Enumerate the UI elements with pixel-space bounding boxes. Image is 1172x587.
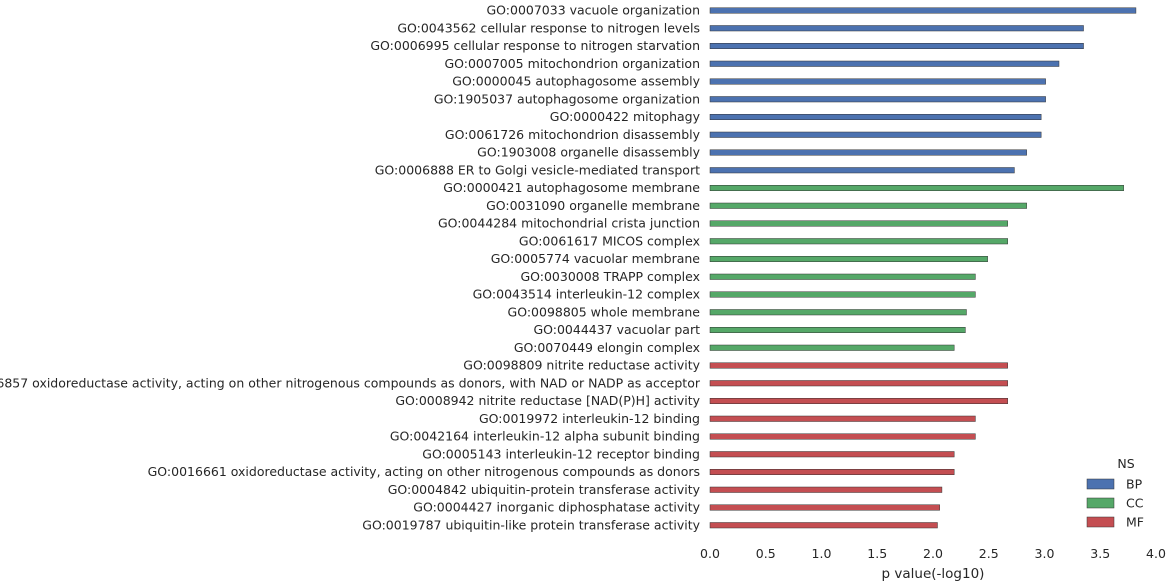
bar-mf — [709, 486, 943, 493]
category-labels: GO:0007033 vacuole organization GO:004356… — [0, 3, 701, 533]
x-tick-label: 0.0 — [700, 546, 720, 561]
bar-bp — [709, 114, 1042, 120]
legend-title: NS — [1117, 456, 1134, 471]
bar-bp — [709, 78, 1046, 85]
category-label: GO:0005774 vacuolar membrane — [491, 251, 701, 266]
category-label: GO:0006888 ER to Golgi vesicle-mediated … — [375, 162, 700, 177]
x-tick-label: 4.0 — [1146, 546, 1166, 561]
bar-cc — [709, 238, 1008, 245]
bar-cc — [709, 291, 976, 298]
bar-mf — [709, 451, 955, 458]
category-label: GO:1903008 organelle disassembly — [477, 145, 700, 160]
x-axis-ticks: 0.0 0.5 1.0 1.5 2.0 2.5 3.0 3.5 4.0 — [700, 546, 1166, 561]
bar-mf — [709, 433, 976, 440]
category-label: GO:0007005 mitochondrion organization — [444, 56, 700, 71]
x-tick-label: 1.0 — [812, 546, 832, 561]
bar-bp — [709, 96, 1046, 103]
x-tick-label: 2.5 — [979, 546, 999, 561]
bar-mf — [709, 522, 938, 529]
legend-label-cc: CC — [1126, 496, 1144, 511]
category-label: GO:0005143 interleukin-12 receptor bindi… — [422, 446, 700, 461]
category-label: GO:0043562 cellular response to nitrogen… — [397, 20, 700, 35]
bar-mf — [709, 362, 1008, 369]
category-label: GO:0043514 interleukin-12 complex — [473, 287, 700, 302]
legend-swatch-mf — [1086, 516, 1115, 528]
category-label: GO:0042164 interleukin-12 alpha subunit … — [390, 429, 700, 444]
bar-mf — [709, 398, 1008, 404]
category-label: GO:0098809 nitrite reductase activity — [463, 358, 700, 373]
category-label: GO:0031090 organelle membrane — [486, 198, 700, 213]
category-label: GO:0046857 oxidoreductase activity, acti… — [0, 375, 701, 390]
category-label: GO:0030008 TRAPP complex — [520, 269, 700, 284]
x-tick-label: 0.5 — [756, 546, 776, 561]
bars-layer — [709, 7, 1137, 529]
bar-cc — [709, 309, 967, 316]
category-label: GO:1905037 autophagosome organization — [434, 91, 700, 106]
category-label: GO:0019972 interleukin-12 binding — [479, 411, 700, 426]
x-tick-label: 1.5 — [867, 546, 887, 561]
category-label: GO:0000422 mitophagy — [550, 109, 701, 124]
category-label: GO:0044284 mitochondrial crista junction — [438, 216, 700, 231]
category-label: GO:0070449 elongin complex — [514, 340, 700, 355]
bar-bp — [709, 43, 1084, 49]
category-label: GO:0004842 ubiquitin-protein transferase… — [388, 482, 701, 497]
bar-cc — [709, 202, 1027, 209]
legend-label-mf: MF — [1126, 515, 1144, 530]
legend-swatch-cc — [1086, 497, 1115, 509]
category-label: GO:0008942 nitrite reductase [NAD(P)H] a… — [395, 393, 700, 408]
category-label: GO:0044437 vacuolar part — [533, 322, 700, 337]
category-label: GO:0000421 autophagosome membrane — [443, 180, 700, 195]
bar-cc — [709, 327, 966, 333]
legend-entries: BP CC MF — [1086, 477, 1144, 530]
bar-bp — [709, 131, 1042, 138]
x-tick-label: 3.0 — [1035, 546, 1055, 561]
legend-label-bp: BP — [1126, 477, 1143, 492]
bar-cc — [709, 273, 976, 280]
bar-cc — [709, 185, 1124, 191]
bar-bp — [709, 7, 1137, 14]
category-label: GO:0061617 MICOS complex — [519, 233, 700, 248]
category-label: GO:0000045 autophagosome assembly — [452, 74, 700, 89]
category-label: GO:0016661 oxidoreductase activity, acti… — [148, 464, 700, 479]
bar-bp — [709, 149, 1027, 156]
category-label: GO:0006995 cellular response to nitrogen… — [370, 38, 700, 53]
category-label: GO:0098805 whole membrane — [508, 304, 701, 319]
category-label: GO:0019787 ubiquitin-like protein transf… — [362, 517, 700, 532]
bar-cc — [709, 220, 1008, 227]
x-tick-label: 3.5 — [1090, 546, 1110, 561]
x-axis-title: p value(-log10) — [882, 566, 985, 582]
legend: NS BP CC MF — [1086, 456, 1144, 530]
bar-mf — [709, 415, 976, 422]
bar-mf — [709, 504, 940, 511]
bar-cc — [709, 256, 988, 262]
x-tick-label: 2.0 — [923, 546, 943, 561]
bar-mf — [709, 469, 955, 475]
category-label: GO:0061726 mitochondrion disassembly — [445, 127, 701, 142]
bar-cc — [709, 344, 955, 351]
bar-bp — [709, 25, 1084, 32]
bar-mf — [709, 380, 1008, 387]
legend-swatch-bp — [1086, 478, 1115, 490]
bar-bp — [709, 167, 1015, 174]
bar-bp — [709, 60, 1060, 67]
category-label: GO:0007033 vacuole organization — [486, 3, 700, 18]
category-label: GO:0004427 inorganic diphosphatase activ… — [413, 500, 700, 515]
